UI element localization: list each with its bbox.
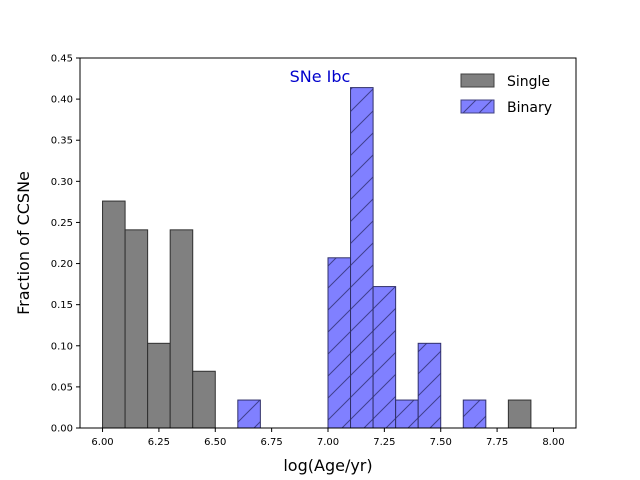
y-tick-label: 0.45 [51,54,73,65]
y-axis-label: Fraction of CCSNe [14,171,33,315]
y-tick-label: 0.15 [51,300,73,311]
bar-binary-4 [395,399,419,429]
legend-label-single: Single [507,74,550,90]
y-tick-label: 0.40 [51,95,73,106]
x-tick-label: 7.25 [373,437,395,448]
x-axis-ticks: 6.00 6.25 6.50 6.75 7.00 7.25 7.50 7.75 8.00 [91,428,565,448]
legend-swatch-binary [460,99,495,114]
bar-binary-5 [417,342,442,429]
y-tick-label: 0.35 [51,136,73,147]
y-tick-label: 0.00 [51,424,73,435]
x-tick-label: 6.75 [261,437,283,448]
x-tick-label: 7.00 [317,437,339,448]
y-tick-label: 0.05 [51,382,73,393]
bar-single-2 [147,342,171,429]
bar-binary-1 [327,257,352,429]
bar-single-1 [124,229,149,429]
x-tick-label: 8.00 [542,437,564,448]
x-tick-label: 7.75 [486,437,508,448]
bar-binary-6 [462,399,487,429]
bar-single-4 [192,370,216,429]
y-tick-label: 0.30 [51,177,73,188]
x-tick-label: 7.50 [430,437,452,448]
bar-binary-0 [237,399,261,429]
x-axis-label: log(Age/yr) [283,456,372,475]
y-tick-label: 0.20 [51,259,73,270]
legend-swatch-single [460,73,495,88]
bar-binary-2 [350,87,374,429]
bar-binary-3 [372,286,397,429]
legend: Single Binary [460,73,552,116]
bar-single-0 [102,200,126,429]
y-tick-label: 0.25 [51,218,73,229]
bars-layer [102,87,532,429]
x-tick-label: 6.25 [148,437,170,448]
chart-annotation: SNe Ibc [290,67,351,86]
bar-single-5 [507,399,532,429]
legend-label-binary: Binary [507,100,552,116]
y-tick-label: 0.10 [51,341,73,352]
x-tick-label: 6.00 [91,437,113,448]
bar-single-3 [169,229,194,429]
x-tick-label: 6.50 [204,437,226,448]
y-axis-ticks: 0.00 0.05 0.10 0.15 0.20 0.25 0.30 0.35 0.40 0.45 [51,54,80,435]
